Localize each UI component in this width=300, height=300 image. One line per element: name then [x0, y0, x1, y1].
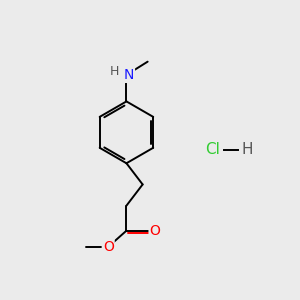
Text: H: H — [242, 142, 254, 158]
Text: O: O — [150, 224, 160, 238]
Text: Cl: Cl — [205, 142, 220, 158]
Text: N: N — [124, 68, 134, 82]
Text: O: O — [103, 240, 114, 254]
Text: H: H — [110, 65, 119, 78]
